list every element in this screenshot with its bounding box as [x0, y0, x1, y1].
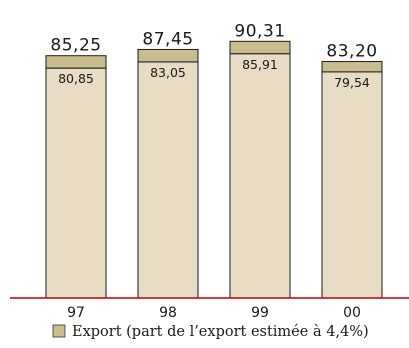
- data-label-export-99: 85,91: [242, 57, 278, 72]
- x-tick-label-97: 97: [67, 305, 85, 321]
- data-label-total-00: 83,20: [326, 42, 377, 62]
- legend-label-export: Export (part de l’export estimée à 4,4%): [72, 323, 369, 340]
- data-label-export-97: 80,85: [58, 71, 94, 86]
- data-label-export-98: 83,05: [150, 65, 186, 80]
- bar-total-99: [229, 40, 291, 55]
- bar-total-98: [137, 48, 199, 63]
- bar-total-00: [321, 61, 383, 73]
- x-tick-label-98: 98: [159, 305, 177, 321]
- bars-group: 85,25 80,85 87,45 83,05 90,31 85,91 83,20 79,54: [45, 21, 383, 299]
- data-label-total-97: 85,25: [50, 36, 101, 56]
- x-tick-label-00: 00: [343, 305, 361, 321]
- bar-export-97: [45, 67, 107, 299]
- bar-export-00: [321, 71, 383, 299]
- data-label-export-00: 79,54: [334, 75, 370, 90]
- data-label-total-99: 90,31: [234, 21, 285, 41]
- x-tick-label-99: 99: [251, 305, 269, 321]
- x-tick-labels: 97 98 99 00: [67, 305, 361, 321]
- legend-swatch-export: [52, 324, 66, 338]
- data-label-total-98: 87,45: [142, 29, 193, 49]
- bar-export-99: [229, 53, 291, 299]
- bar-export-98: [137, 61, 199, 299]
- bar-total-97: [45, 55, 107, 69]
- legend: Export (part de l’export estimée à 4,4%): [52, 323, 369, 340]
